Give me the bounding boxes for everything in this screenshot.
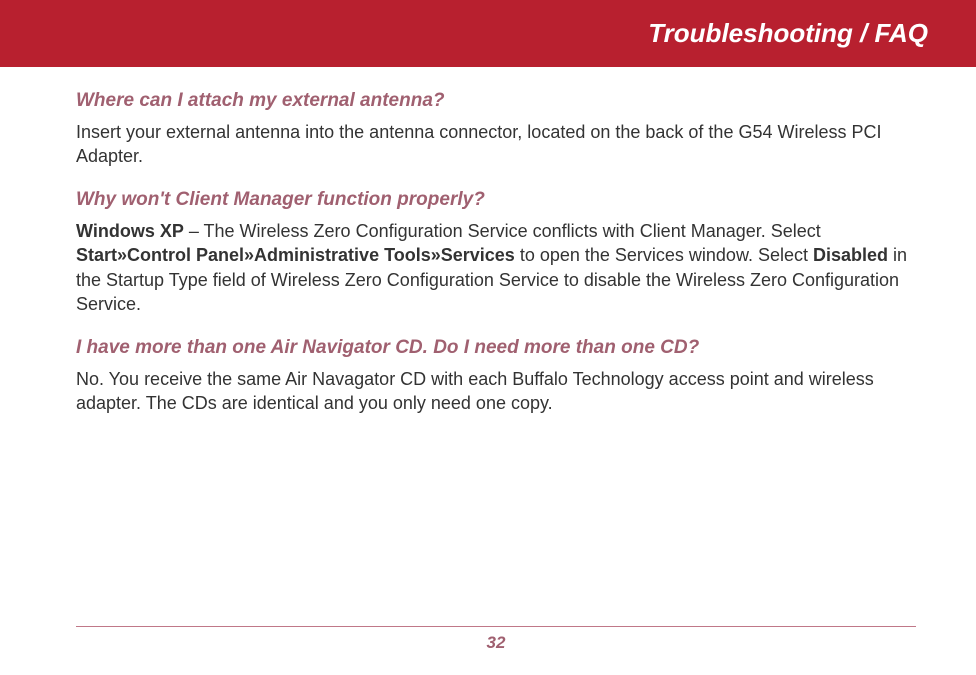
faq-question-1: Where can I attach my external antenna? [76,89,916,114]
answer2-text-2: to open the Services window. Select [515,245,813,265]
faq-answer-2: Windows XP – The Wireless Zero Configura… [76,219,916,316]
faq-answer-1: Insert your external antenna into the an… [76,120,916,169]
footer: 32 [0,626,976,675]
answer2-bold-lead: Windows XP [76,221,184,241]
faq-question-3: I have more than one Air Navigator CD. D… [76,336,916,361]
document-page: Troubleshooting / FAQ Where can I attach… [0,0,976,675]
faq-question-2: Why won't Client Manager function proper… [76,188,916,213]
answer2-text-1: – The Wireless Zero Configuration Servic… [184,221,821,241]
page-number: 32 [76,633,916,653]
header-bar: Troubleshooting / FAQ [0,0,976,67]
footer-rule [76,626,916,627]
header-title: Troubleshooting / FAQ [648,18,928,48]
answer2-bold-3: Dis­abled [813,245,888,265]
faq-answer-3: No. You receive the same Air Navagator C… [76,367,916,416]
content-area: Where can I attach my external antenna? … [0,67,976,626]
answer2-bold-2: Start»Control Panel»Administrative Tools… [76,245,515,265]
